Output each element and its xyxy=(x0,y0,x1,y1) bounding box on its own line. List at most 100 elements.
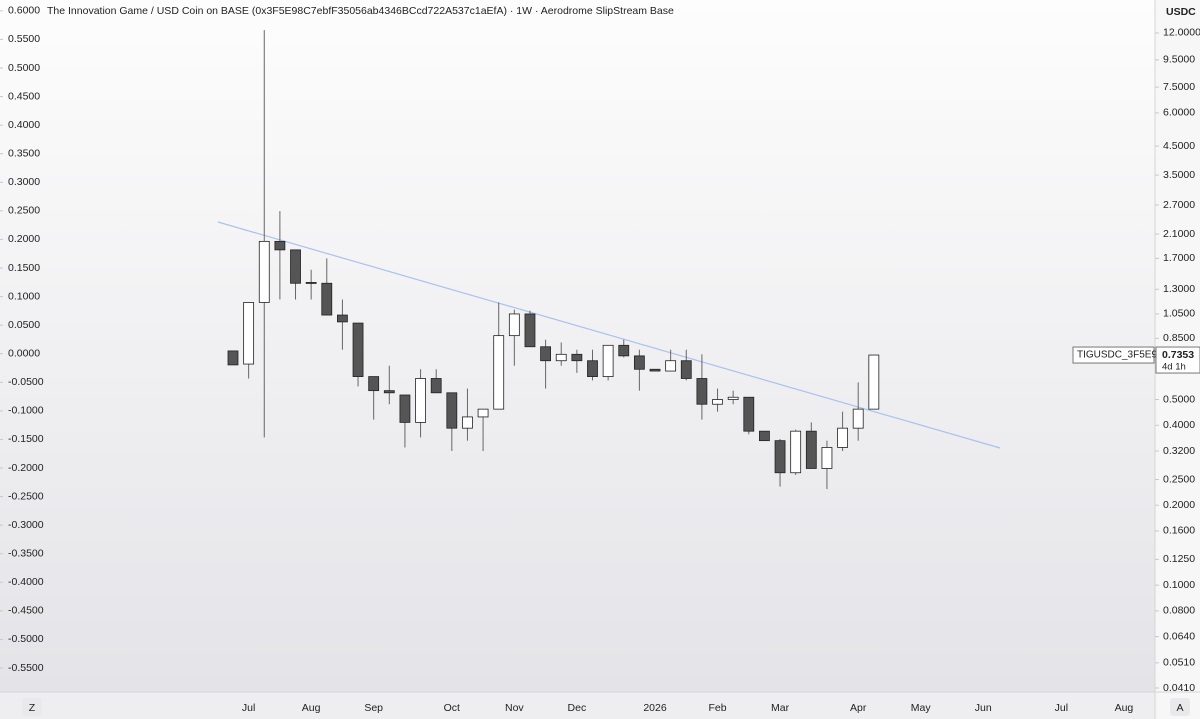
y-tick-label: -0.1000 xyxy=(8,405,44,417)
candle-body xyxy=(540,346,551,362)
x-tick-label: Apr xyxy=(850,702,867,714)
y2-tick-label: 3.5000 xyxy=(1163,169,1195,181)
candle-body xyxy=(477,408,489,418)
candle-body xyxy=(727,396,739,400)
countdown: 4d 1h xyxy=(1162,362,1186,373)
x-tick-label: Dec xyxy=(568,702,587,714)
price-tag-bg xyxy=(1155,346,1200,374)
y2-tick-label: 0.1000 xyxy=(1163,579,1195,591)
y-tick-label: -0.4500 xyxy=(8,605,44,617)
x-tick-label: Oct xyxy=(444,702,460,714)
x-tick-label: May xyxy=(911,702,932,714)
y-tick-label: 0.1500 xyxy=(8,262,40,274)
x-tick-label: Feb xyxy=(708,702,726,714)
left-button[interactable]: Z xyxy=(22,698,42,716)
y-tick-label: 0.5500 xyxy=(8,33,40,45)
y-tick-label: 0.0500 xyxy=(8,319,40,331)
candle-body xyxy=(415,378,426,423)
y2-tick-label: 0.5000 xyxy=(1163,393,1195,405)
candle-body xyxy=(462,416,473,429)
y2-tick-label: 1.3000 xyxy=(1163,283,1195,295)
y2-tick-label: 0.3200 xyxy=(1163,445,1195,457)
y-tick-label: -0.0500 xyxy=(8,376,44,388)
button-label[interactable]: Z xyxy=(29,702,36,714)
y2-tick-label: 2.7000 xyxy=(1163,199,1195,211)
y2-tick-label: 0.4000 xyxy=(1163,419,1195,431)
candle-body xyxy=(430,378,442,394)
y-tick-label: -0.2000 xyxy=(8,462,44,474)
y-tick-label: -0.5000 xyxy=(8,633,44,645)
right-button[interactable]: A xyxy=(1170,698,1190,716)
candle-body xyxy=(493,335,505,410)
y2-tick-label: 6.0000 xyxy=(1163,107,1195,119)
button-label[interactable]: A xyxy=(1176,702,1183,714)
candle-body xyxy=(290,249,301,284)
y-tick-label: -0.1500 xyxy=(8,433,44,445)
candle-body xyxy=(821,447,833,469)
candle-body xyxy=(649,368,661,372)
button-bg[interactable] xyxy=(22,698,42,716)
y-tick-label: -0.2500 xyxy=(8,490,44,502)
y2-tick-label: 1.7000 xyxy=(1163,252,1195,264)
y-tick-label: 0.4500 xyxy=(8,90,40,102)
y-tick-label: -0.5500 xyxy=(8,662,44,674)
y2-tick-label: 9.5000 xyxy=(1163,54,1195,66)
candle-body xyxy=(383,390,395,394)
y2-tick-label: 0.0640 xyxy=(1163,630,1195,642)
y2-tick-label: 4.5000 xyxy=(1163,140,1195,152)
candle-body xyxy=(258,240,270,303)
candle-body xyxy=(227,350,239,366)
y2-tick-label: 0.1600 xyxy=(1163,525,1195,537)
candle-body xyxy=(837,427,848,448)
y2-axis-label: USDC xyxy=(1166,6,1196,18)
price-tag: 0.7353 xyxy=(1162,349,1194,361)
y-tick-label: 0.6000 xyxy=(8,5,40,17)
x-tick-label: Sep xyxy=(364,702,383,714)
x-tick-label: Nov xyxy=(505,702,524,714)
candle-body xyxy=(243,302,255,365)
candle-body xyxy=(680,360,692,379)
trendline xyxy=(217,221,1001,449)
candle-body xyxy=(352,322,364,377)
y-tick-label: 0.3500 xyxy=(8,147,40,159)
plot-background xyxy=(0,0,1155,692)
x-tick-label: Jul xyxy=(1055,702,1068,714)
candle-body xyxy=(790,430,802,474)
y2-tick-label: 0.8500 xyxy=(1163,332,1195,344)
candle-body xyxy=(571,353,583,362)
y-tick-label: 0.0000 xyxy=(8,347,40,359)
y-tick-label: -0.3500 xyxy=(8,547,44,559)
marks xyxy=(227,30,880,490)
x-tick-label: Jul xyxy=(242,702,255,714)
candle-body xyxy=(774,440,786,474)
y-tick-label: 0.2500 xyxy=(8,205,40,217)
y-tick-label: 0.3000 xyxy=(8,176,40,188)
y-tick-label: 0.2000 xyxy=(8,233,40,245)
y2-tick-label: 12.0000 xyxy=(1163,27,1200,39)
candle-body xyxy=(696,378,708,405)
candle-body xyxy=(337,314,348,323)
x-tick-label: 2026 xyxy=(643,702,667,714)
x-tick-label: Aug xyxy=(302,702,321,714)
y-tick-label: 0.4000 xyxy=(8,119,40,131)
y-tick-label: 0.1000 xyxy=(8,290,40,302)
x-tick-label: Mar xyxy=(771,702,790,714)
button-bg[interactable] xyxy=(1170,698,1190,716)
candle-body xyxy=(759,430,770,442)
y-tick-label: -0.3000 xyxy=(8,519,44,531)
y2-tick-label: 1.0500 xyxy=(1163,308,1195,320)
candle-body xyxy=(852,408,864,429)
y-tick-label: 0.5000 xyxy=(8,62,40,74)
candle-body xyxy=(399,394,411,423)
candle-body xyxy=(587,360,598,377)
y2-tick-label: 2.1000 xyxy=(1163,228,1195,240)
x-tick-label: Jun xyxy=(975,702,992,714)
y2-tick-label: 7.5000 xyxy=(1163,81,1195,93)
candle-body xyxy=(508,313,520,337)
candle-body xyxy=(368,376,380,392)
y2-tick-label: 0.2000 xyxy=(1163,499,1195,511)
symbol-tag-bg xyxy=(1072,346,1155,364)
time-axis-panel xyxy=(0,692,1155,719)
y2-tick-label: 0.2500 xyxy=(1163,473,1195,485)
